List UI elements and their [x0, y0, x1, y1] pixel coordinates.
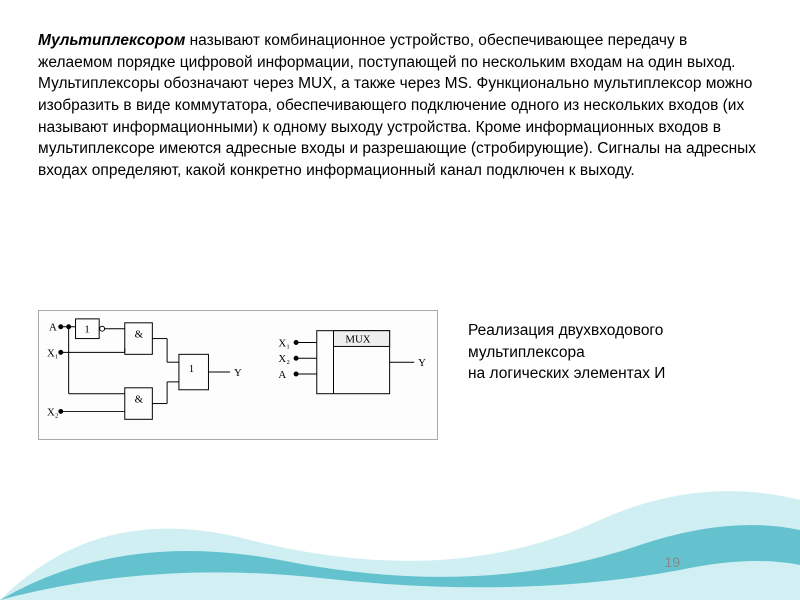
label-x1-r: X₁ [278, 337, 290, 349]
caption-line1: Реализация двухвходового [468, 320, 665, 342]
label-mux: MUX [345, 334, 370, 346]
diagram-caption: Реализация двухвходового мультиплексора … [468, 310, 665, 385]
page-number: 19 [664, 554, 680, 570]
gate-or: 1 [189, 363, 194, 375]
gate-not1: 1 [84, 324, 89, 336]
text-content: Мультиплексором называют комбинационное … [38, 30, 762, 182]
gate-and2: & [135, 394, 144, 406]
label-y-left: Y [234, 367, 242, 379]
gate-and1: & [135, 329, 144, 341]
label-x1: X₁ [47, 347, 59, 359]
caption-line2: мультиплексора [468, 342, 665, 364]
label-x2: X₂ [47, 406, 59, 418]
label-x2-r: X₂ [278, 353, 290, 365]
circuit-diagram: A X₁ X₂ 1 & [38, 310, 438, 440]
paragraph-body: называют комбинационное устройство, обес… [38, 32, 756, 179]
caption-line3: на логических элементах И [468, 363, 665, 385]
main-paragraph: Мультиплексором называют комбинационное … [38, 30, 762, 182]
lead-term: Мультиплексором [38, 32, 185, 49]
label-y-right: Y [418, 357, 426, 369]
label-a-r: A [278, 369, 286, 381]
diagram-row: A X₁ X₂ 1 & [38, 310, 762, 440]
label-a: A [49, 322, 57, 334]
